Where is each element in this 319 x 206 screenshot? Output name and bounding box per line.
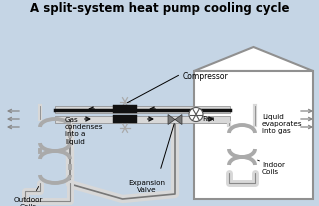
Bar [55, 116, 230, 123]
Text: Indoor
Coils: Indoor Coils [262, 161, 285, 174]
Bar [113, 105, 137, 114]
Text: Fan: Fan [202, 115, 214, 121]
Text: Liquid
evaporates
into gas: Liquid evaporates into gas [262, 114, 303, 134]
Bar [194, 72, 313, 199]
Circle shape [189, 108, 203, 122]
Text: A split-system heat pump cooling cycle: A split-system heat pump cooling cycle [30, 2, 289, 15]
Polygon shape [194, 48, 313, 72]
Text: Expansion
Valve: Expansion Valve [129, 179, 166, 192]
Bar [55, 107, 230, 114]
Text: Outdoor
Coils: Outdoor Coils [13, 196, 43, 206]
Polygon shape [168, 115, 182, 125]
Text: Compressor: Compressor [183, 72, 229, 81]
Text: Gas
condenses
into a
liquid: Gas condenses into a liquid [65, 116, 103, 144]
Bar [113, 115, 137, 123]
